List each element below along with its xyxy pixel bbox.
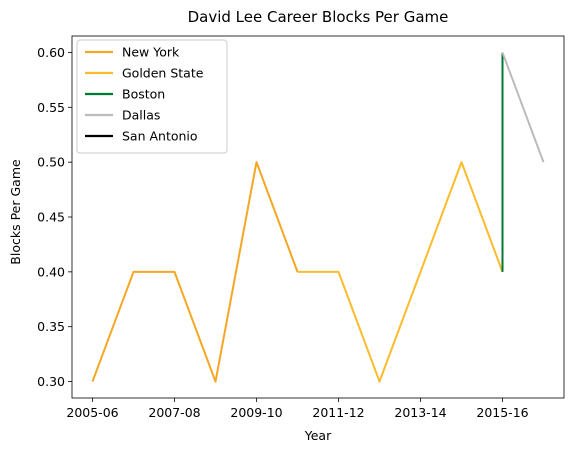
legend-box: [76, 39, 228, 154]
x-tick-label: 2011-12: [312, 405, 364, 420]
series-layer: [91, 52, 545, 383]
y-tick-label: 0.35: [37, 319, 65, 334]
x-tick-label: 2009-10: [230, 405, 282, 420]
x-tick-label: 2005-06: [66, 405, 118, 420]
legend-label: Dallas: [122, 108, 160, 123]
y-tick-label: 0.60: [37, 45, 65, 60]
series-line-new-york: [91, 161, 299, 383]
y-tick-label: 0.40: [37, 264, 65, 279]
legend-label: Golden State: [122, 66, 204, 81]
x-tick-label: 2015-16: [476, 405, 528, 420]
series-line-dallas: [501, 52, 545, 163]
legend-label: Boston: [122, 87, 165, 102]
legend: New York Golden State Boston Dallas San Anto…: [76, 39, 228, 154]
y-tick-label: 0.55: [37, 100, 65, 115]
legend-label: New York: [122, 45, 180, 60]
axes-layer: 0.30 0.35 0.40 0.45 0.50 0.55 0.60 2005-06 2007-…: [37, 35, 565, 420]
y-tick-label: 0.45: [37, 210, 65, 225]
series-line-golden-state: [297, 161, 504, 383]
y-axis-title: Blocks Per Game: [8, 159, 23, 265]
y-tick-label: 0.50: [37, 155, 65, 170]
x-tick-label: 2007-08: [148, 405, 200, 420]
x-tick-label: 2013-14: [394, 405, 446, 420]
y-tick-label: 0.30: [37, 374, 65, 389]
legend-label: San Antonio: [122, 129, 198, 144]
x-axis-title: Year: [304, 428, 332, 443]
chart-title: David Lee Career Blocks Per Game: [188, 8, 449, 26]
